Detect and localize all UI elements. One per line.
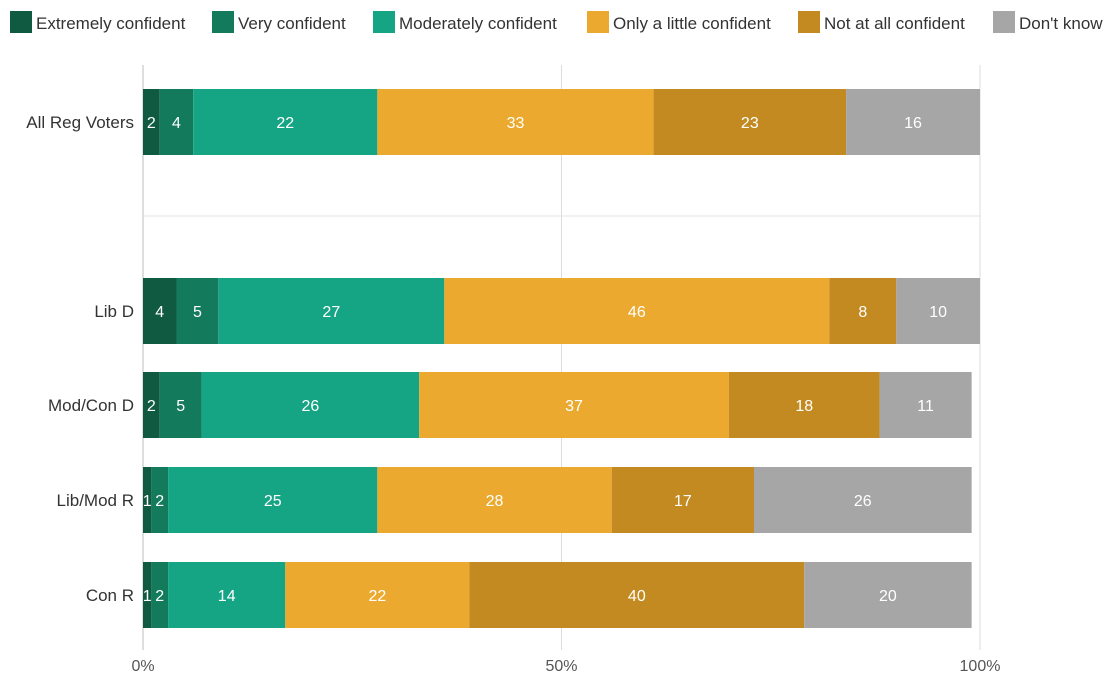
category-label: All Reg Voters xyxy=(26,113,134,132)
bar-segment-very-confident xyxy=(159,372,202,438)
x-axis-ticks: 0% 50% 100% xyxy=(131,658,1000,675)
bar-segment-not-at-all-confident xyxy=(611,467,755,533)
bar-segment-don-t-know xyxy=(879,372,972,438)
legend-swatch xyxy=(373,11,395,33)
legend-swatch xyxy=(993,11,1015,33)
bar-segment-extremely-confident xyxy=(143,89,160,155)
data-label: 26 xyxy=(302,398,320,415)
legend-item-don-t-know: Don't know xyxy=(993,11,1103,33)
bar-segment-moderately-confident xyxy=(168,467,378,533)
legend-item-very-confident: Very confident xyxy=(212,11,346,33)
data-label: 26 xyxy=(854,493,872,510)
bar-row-all-reg-voters: 2 4 22 33 23 16 xyxy=(143,89,980,155)
data-label: 22 xyxy=(368,588,386,605)
data-label: 20 xyxy=(879,588,897,605)
data-label: 4 xyxy=(172,115,181,132)
bar-segment-extremely-confident xyxy=(143,562,152,628)
bar-segment-extremely-confident xyxy=(143,467,152,533)
bar-segment-not-at-all-confident xyxy=(469,562,805,628)
bar-row-con-r: 1 2 14 22 40 20 xyxy=(143,562,972,628)
bar-segment-don-t-know xyxy=(754,467,972,533)
legend-swatch xyxy=(10,11,32,33)
data-label: 28 xyxy=(486,493,504,510)
data-label: 14 xyxy=(218,588,236,605)
legend-swatch xyxy=(798,11,820,33)
data-label: 46 xyxy=(628,304,646,321)
category-label: Con R xyxy=(86,586,134,605)
data-label: 10 xyxy=(929,304,947,321)
data-label: 18 xyxy=(795,398,813,415)
data-label: 25 xyxy=(264,493,282,510)
legend-swatch xyxy=(587,11,609,33)
bar-segment-extremely-confident xyxy=(143,278,177,344)
data-label: 16 xyxy=(904,115,922,132)
legend-item-only-a-little-confident: Only a little confident xyxy=(587,11,771,33)
category-labels: All Reg Voters Lib D Mod/Con D Lib/Mod R Con… xyxy=(26,113,134,605)
bar-segment-only-a-little-confident xyxy=(285,562,470,628)
x-tick-label: 50% xyxy=(545,658,577,675)
bar-segment-not-at-all-confident xyxy=(728,372,880,438)
data-label: 37 xyxy=(565,398,583,415)
data-label: 17 xyxy=(674,493,692,510)
data-label: 23 xyxy=(741,115,759,132)
grid xyxy=(142,65,981,650)
bar-segment-don-t-know xyxy=(896,278,980,344)
bar-segment-only-a-little-confident xyxy=(377,89,654,155)
legend-label: Don't know xyxy=(1019,14,1103,33)
data-label: 27 xyxy=(322,304,340,321)
bar-row-lib-mod-r: 1 2 25 28 17 26 xyxy=(143,467,972,533)
bar-segment-moderately-confident xyxy=(168,562,286,628)
bar-segment-moderately-confident xyxy=(193,89,378,155)
bar-segment-only-a-little-confident xyxy=(444,278,830,344)
x-tick-label: 0% xyxy=(131,658,154,675)
bar-segment-don-t-know xyxy=(846,89,980,155)
bar-segment-not-at-all-confident xyxy=(829,278,897,344)
category-label: Mod/Con D xyxy=(48,396,134,415)
legend-swatch xyxy=(212,11,234,33)
bar-segment-very-confident xyxy=(151,467,169,533)
data-label: 2 xyxy=(147,398,156,415)
category-label: Lib/Mod R xyxy=(57,491,134,510)
bar-segment-very-confident xyxy=(151,562,169,628)
legend-label: Not at all confident xyxy=(824,14,965,33)
data-label: 5 xyxy=(193,304,202,321)
legend-item-extremely-confident: Extremely confident xyxy=(10,11,186,33)
data-label: 40 xyxy=(628,588,646,605)
data-label: 2 xyxy=(155,588,164,605)
data-label: 1 xyxy=(143,493,152,510)
data-label: 2 xyxy=(147,115,156,132)
bar-segment-only-a-little-confident xyxy=(377,467,612,533)
bar-row-lib-d: 4 5 27 46 8 10 xyxy=(143,278,980,344)
bar-segment-very-confident xyxy=(176,278,219,344)
bar-segment-extremely-confident xyxy=(143,372,160,438)
data-label: 33 xyxy=(507,115,525,132)
legend-label: Only a little confident xyxy=(613,14,771,33)
data-label: 2 xyxy=(155,493,164,510)
data-label: 22 xyxy=(276,115,294,132)
legend-label: Extremely confident xyxy=(36,14,186,33)
data-label: 1 xyxy=(143,588,152,605)
legend-item-not-at-all-confident: Not at all confident xyxy=(798,11,965,33)
bar-segment-very-confident xyxy=(159,89,194,155)
bar-segment-moderately-confident xyxy=(201,372,420,438)
bar-segment-only-a-little-confident xyxy=(419,372,729,438)
category-label: Lib D xyxy=(94,302,134,321)
legend-item-moderately-confident: Moderately confident xyxy=(373,11,557,33)
legend-label: Moderately confident xyxy=(399,14,557,33)
bar-row-mod-con-d: 2 5 26 37 18 11 xyxy=(143,372,972,438)
data-label: 4 xyxy=(155,304,164,321)
bar-segment-not-at-all-confident xyxy=(653,89,847,155)
legend: Extremely confident Very confident Moderat… xyxy=(10,11,1103,33)
bar-segment-moderately-confident xyxy=(218,278,445,344)
bars: 2 4 22 33 23 164 5 27 46 8 102 5 26 37 18 111 2 25 28 17 261… xyxy=(143,89,980,628)
bar-segment-don-t-know xyxy=(804,562,972,628)
data-label: 11 xyxy=(917,398,934,415)
x-tick-label: 100% xyxy=(960,658,1001,675)
data-label: 8 xyxy=(858,304,867,321)
data-label: 5 xyxy=(176,398,185,415)
legend-label: Very confident xyxy=(238,14,346,33)
